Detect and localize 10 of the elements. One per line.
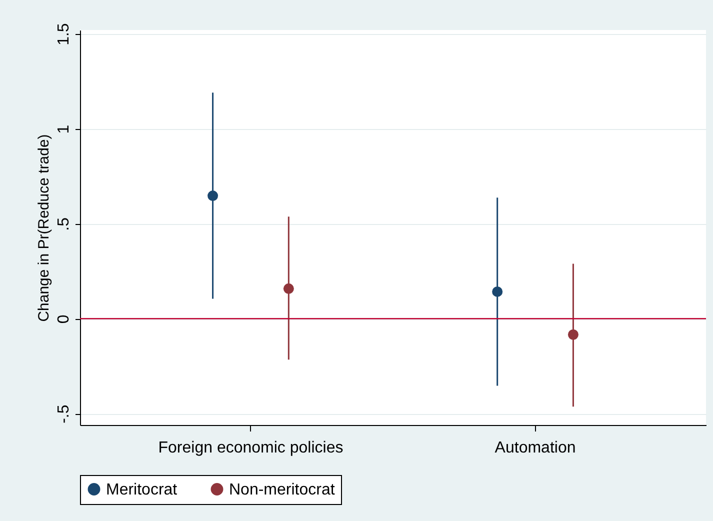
legend-label: Non-meritocrat bbox=[229, 481, 336, 498]
y-tick-label: 1.5 bbox=[56, 23, 72, 46]
y-tick-label: -.5 bbox=[56, 404, 72, 424]
y-tick-label: 1 bbox=[56, 124, 72, 134]
x-tick-label: Foreign economic policies bbox=[158, 440, 344, 456]
y-tick-label: .5 bbox=[56, 217, 72, 231]
y-axis-title: Change in Pr(Reduce trade) bbox=[36, 134, 52, 322]
x-tick-label: Automation bbox=[494, 440, 576, 456]
y-tick-label: 0 bbox=[56, 314, 72, 324]
legend-label: Meritocrat bbox=[106, 481, 178, 498]
